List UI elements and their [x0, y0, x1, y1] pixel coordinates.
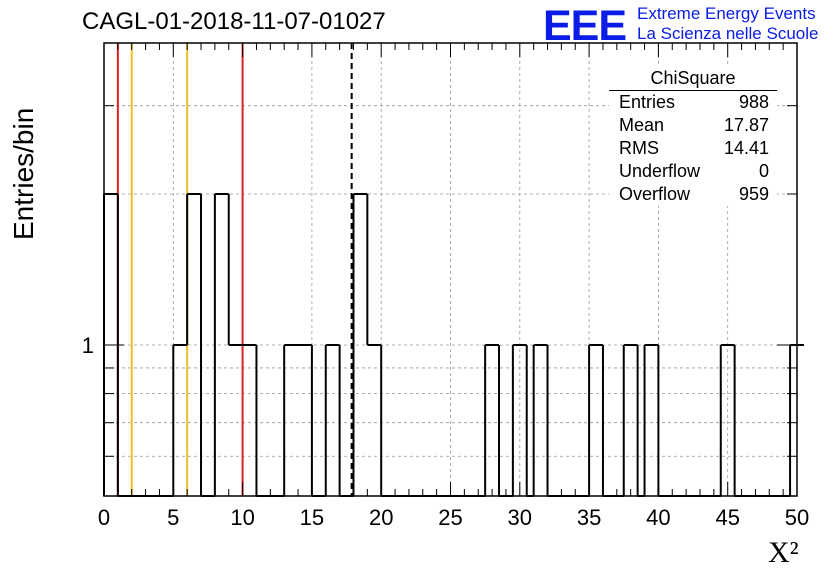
stats-label: Underflow [619, 161, 701, 181]
y-tick-label: 1 [82, 333, 94, 358]
stats-label: Mean [619, 115, 665, 135]
x-tick-label: 40 [646, 505, 670, 530]
stats-value: 14.41 [723, 138, 769, 158]
y-axis-label: Entries/bin [8, 107, 39, 240]
x-axis-label: X² [768, 536, 799, 569]
stats-box-title: ChiSquare [609, 66, 777, 91]
stats-value: 988 [738, 92, 769, 112]
stats-value: 17.87 [723, 115, 769, 135]
stats-row: Overflow 959 [609, 183, 777, 206]
stats-box: ChiSquare Entries 988 Mean 17.87 RMS 14.… [609, 66, 777, 206]
stats-label: Entries [619, 92, 676, 112]
x-tick-label: 25 [438, 505, 462, 530]
stats-row: Entries 988 [609, 91, 777, 114]
x-tick-label: 0 [98, 505, 110, 530]
x-tick-label: 50 [785, 505, 809, 530]
stats-row: Mean 17.87 [609, 114, 777, 137]
reference-lines [116, 43, 353, 496]
x-tick-label: 20 [369, 505, 393, 530]
stats-label: RMS [619, 138, 659, 158]
x-tick-label: 15 [300, 505, 324, 530]
x-tick-label: 30 [508, 505, 532, 530]
chart-title: CAGL-01-2018-11-07-01027 [82, 8, 386, 35]
logo-line-2: La Scienza nelle Scuole [637, 24, 819, 43]
x-tick-label: 45 [715, 505, 739, 530]
stats-value: 959 [738, 184, 769, 204]
stats-row: RMS 14.41 [609, 137, 777, 160]
axis-ticks: 0 5 10 15 20 25 30 35 40 45 50 1 [82, 43, 809, 530]
x-tick-label: 5 [167, 505, 179, 530]
stats-row: Underflow 0 [609, 160, 777, 183]
stats-value: 0 [758, 161, 769, 181]
eee-logo: EEE [543, 2, 627, 50]
x-tick-label: 10 [230, 505, 254, 530]
logo-line-1: Extreme Energy Events [637, 4, 816, 23]
stats-label: Overflow [619, 184, 691, 204]
x-tick-label: 35 [577, 505, 601, 530]
